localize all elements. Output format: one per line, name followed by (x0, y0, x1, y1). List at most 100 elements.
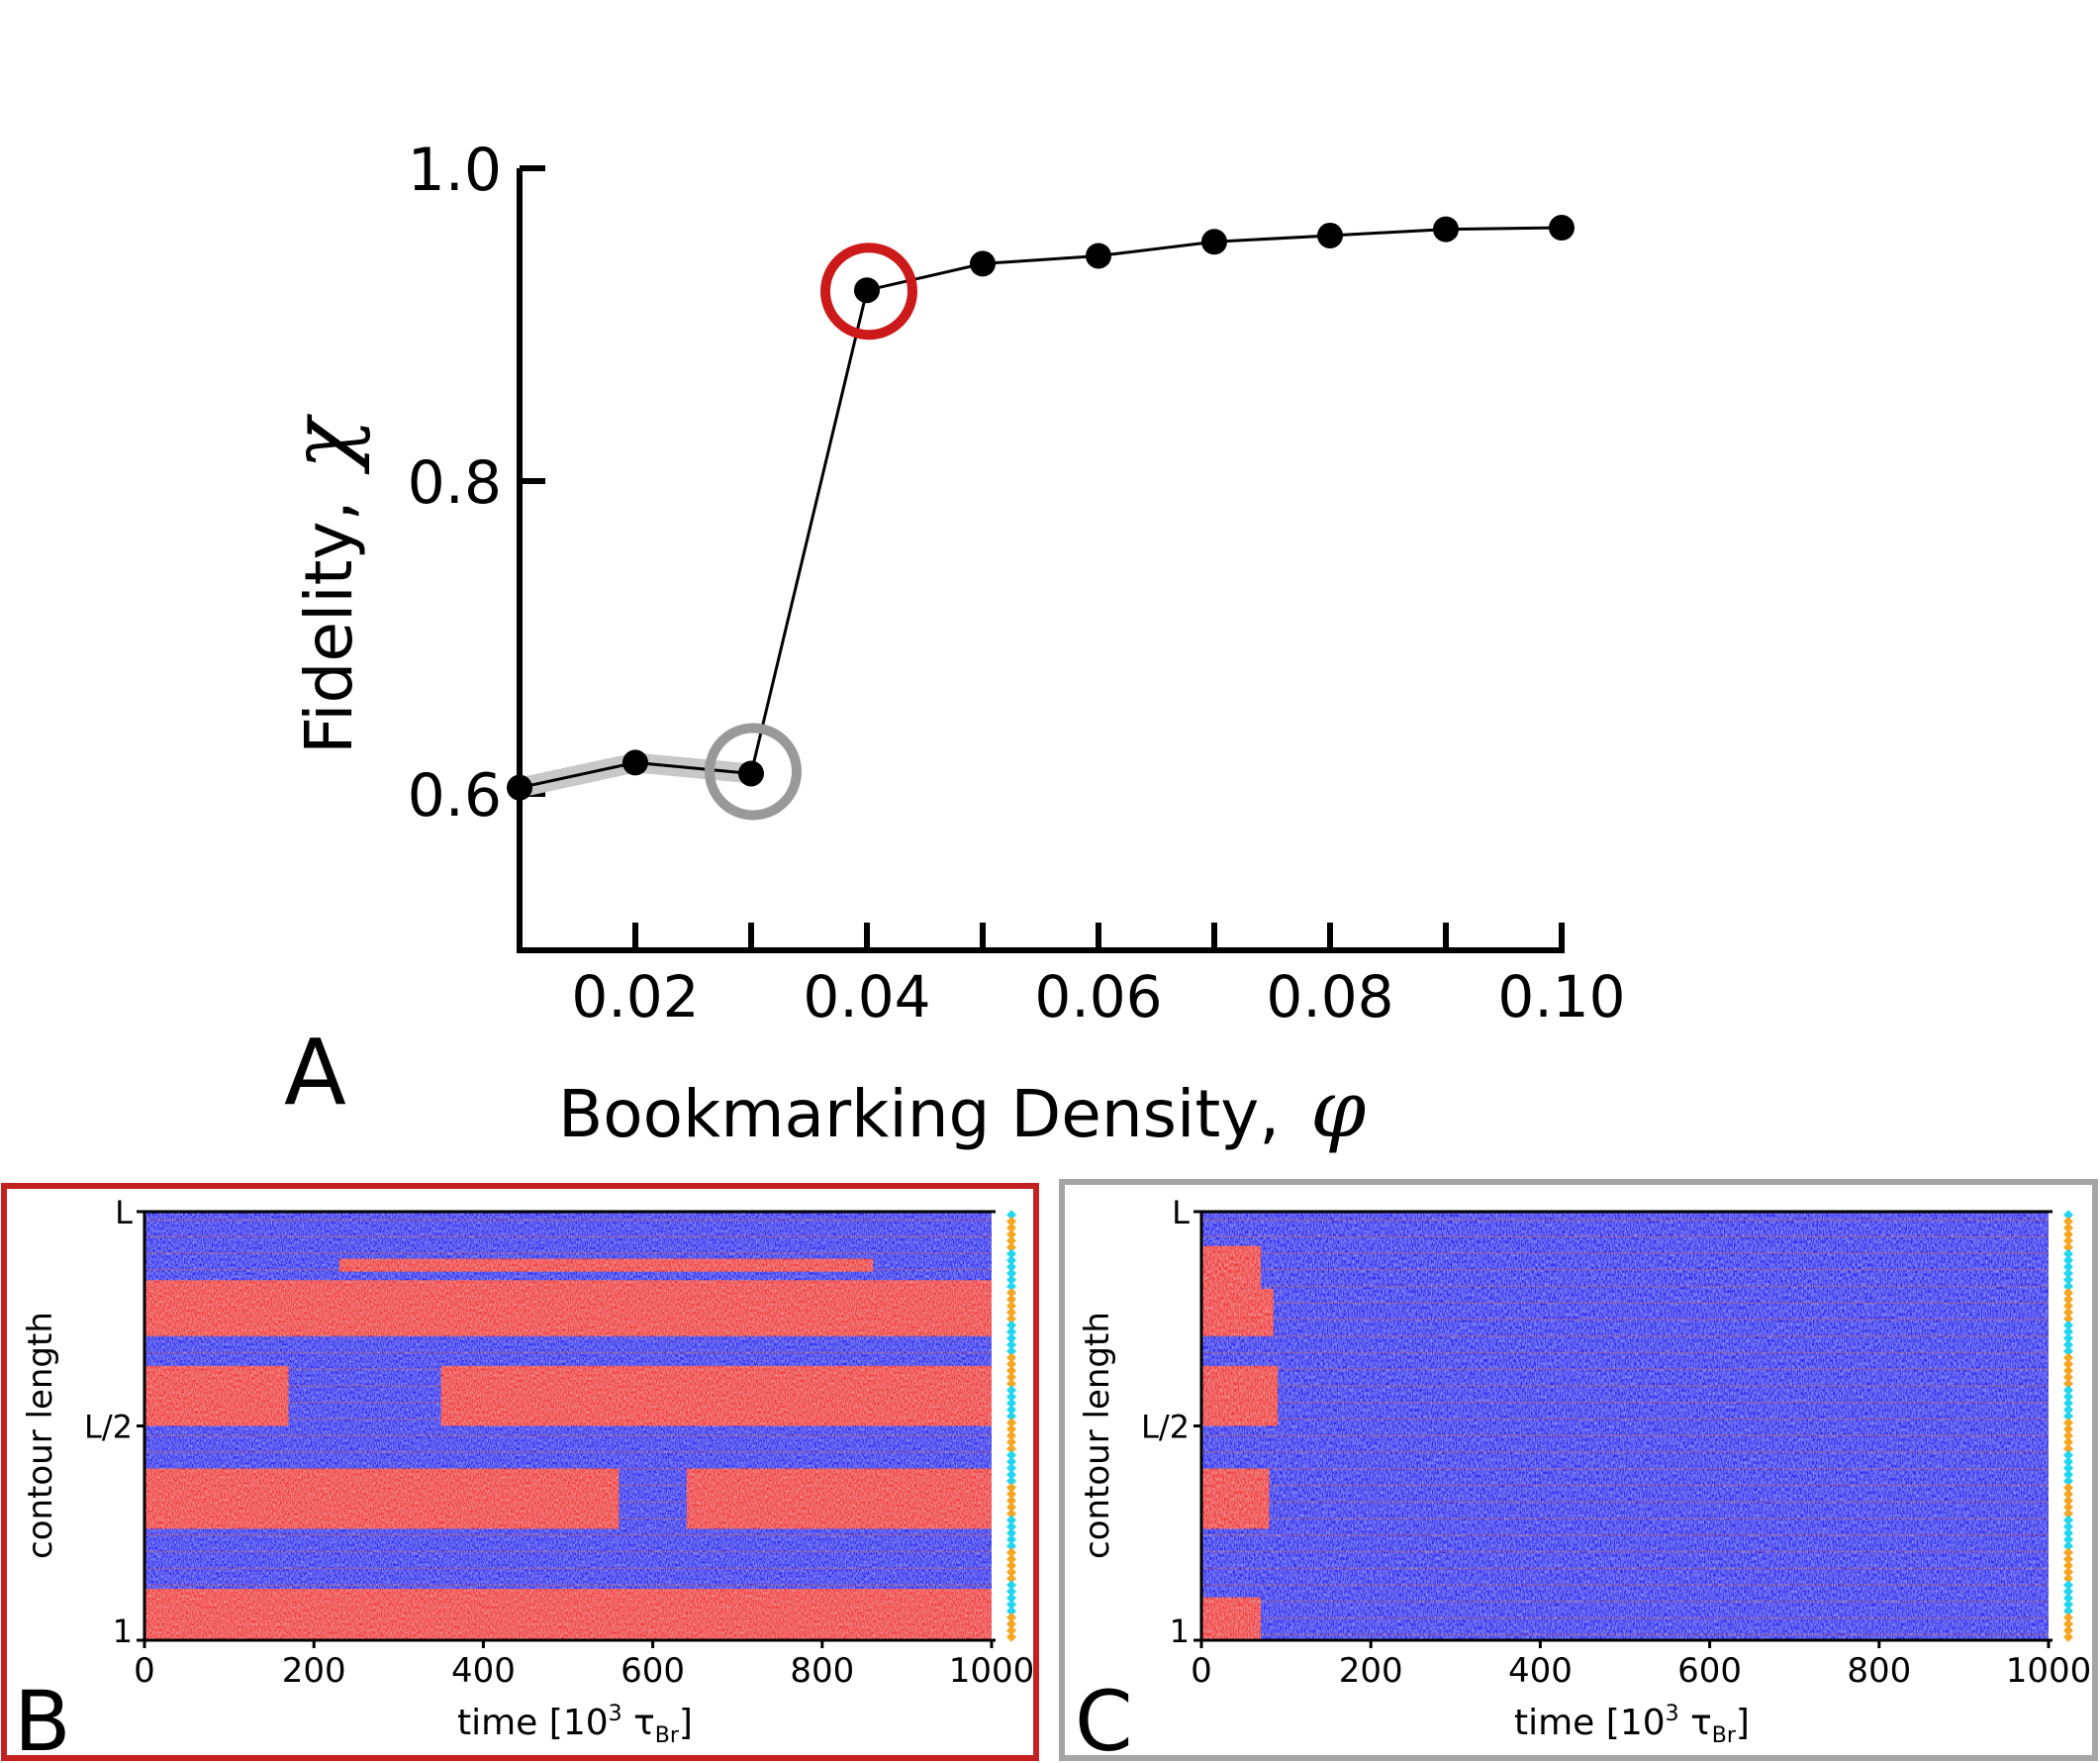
b-bookmark-marker (1006, 1411, 1016, 1421)
b-bookmark-marker (1006, 1307, 1016, 1318)
c-bookmark-marker (2063, 1411, 2073, 1421)
c-bookmark-marker (2063, 1606, 2073, 1616)
b-bookmark-marker (1006, 1378, 1016, 1389)
panel-a-xtick-label: 0.04 (803, 963, 930, 1030)
c-ytick-label: L (1172, 1194, 1190, 1231)
b-bookmark-marker (1006, 1288, 1016, 1299)
c-bookmark-marker (2063, 1495, 2073, 1506)
panel-a-xlabel-text: Bookmarking Density, (558, 1076, 1280, 1152)
panel-a-point (854, 277, 880, 304)
c-bookmark-marker (2063, 1456, 2073, 1467)
panel-b-xlabel-a: time [10 (457, 1703, 609, 1743)
b-bookmark-marker (1006, 1281, 1016, 1292)
c-xtick-label: 800 (1847, 1651, 1911, 1691)
panel-c-xlabel-sup: 3 (1666, 1702, 1679, 1726)
b-xtick-label: 200 (282, 1651, 346, 1691)
c-bookmark-marker (2063, 1560, 2073, 1571)
b-bookmark-marker (1006, 1405, 1016, 1416)
panel-c-x-axis-label: time [103 τBr] (1514, 1702, 1750, 1748)
c-bookmark-marker (2063, 1476, 2073, 1487)
panel-a-xtick-label: 0.02 (571, 963, 699, 1030)
panel-b-y-axis-label: contour length (21, 1312, 60, 1559)
c-bookmark-marker (2063, 1294, 2073, 1305)
c-bookmark-marker (2063, 1352, 2073, 1363)
panel-a-ylabel-symbol: χ (273, 413, 372, 474)
c-bookmark-marker (2063, 1228, 2073, 1239)
panel-b-letter: B (14, 1673, 71, 1763)
b-bookmark-marker (1006, 1534, 1016, 1545)
b-bookmark-marker (1006, 1228, 1016, 1239)
b-bookmark-marker (1006, 1553, 1016, 1564)
b-bookmark-marker (1006, 1223, 1016, 1233)
c-bookmark-marker (2063, 1320, 2073, 1330)
c-bookmark-marker (2063, 1359, 2073, 1370)
c-bookmark-marker (2063, 1307, 2073, 1318)
panel-a-point (1433, 216, 1459, 243)
c-bookmark-marker (2063, 1346, 2073, 1357)
c-bookmark-marker (2063, 1398, 2073, 1409)
b-red-band (144, 1468, 620, 1529)
c-bookmark-marker (2063, 1625, 2073, 1636)
c-xtick-label: 600 (1677, 1651, 1742, 1691)
b-bookmark-marker (1006, 1423, 1016, 1434)
b-bookmark-marker (1006, 1450, 1016, 1461)
c-bookmark-marker (2063, 1567, 2073, 1578)
b-xtick-label: 1000 (949, 1651, 1035, 1691)
b-bookmark-marker (1006, 1235, 1016, 1246)
panel-c-frame (1059, 1179, 2098, 1761)
panel-a-point (507, 774, 532, 801)
b-bookmark-marker (1006, 1456, 1016, 1467)
panel-c-y-axis-label: contour length (1078, 1312, 1117, 1559)
b-bookmark-marker (1006, 1443, 1016, 1454)
c-bookmark-marker (2063, 1521, 2073, 1532)
c-bookmark-marker (2063, 1613, 2073, 1623)
b-bookmark-marker (1006, 1567, 1016, 1578)
b-bookmark-marker (1006, 1599, 1016, 1610)
c-bookmark-marker (2063, 1540, 2073, 1551)
panel-a-red-highlight-circle (820, 243, 917, 341)
c-bookmark-marker (2063, 1326, 2073, 1337)
panel-a-y-axis-label: Fidelity, χ (273, 413, 372, 754)
c-xtick-label: 400 (1508, 1651, 1573, 1691)
b-bookmark-marker (1006, 1326, 1016, 1337)
b-bookmark-marker (1006, 1527, 1016, 1538)
b-xtick-label: 600 (620, 1651, 685, 1691)
panel-a-letter: A (284, 1020, 346, 1126)
panel-c-letter: C (1075, 1673, 1133, 1763)
panel-a-point (1549, 215, 1575, 242)
c-bookmark-marker (2063, 1534, 2073, 1545)
b-bookmark-marker (1006, 1216, 1016, 1226)
b-bookmark-marker (1006, 1398, 1016, 1409)
b-xtick-label: 400 (451, 1651, 516, 1691)
b-bookmark-marker (1006, 1274, 1016, 1285)
c-bookmark-marker (2063, 1385, 2073, 1396)
b-bookmark-marker (1006, 1320, 1016, 1330)
panel-a-ticks: 0.6 0.8 1.0 0.02 0.04 0.06 0.08 0.10 (408, 136, 1626, 1030)
panel-b-xlabel-sup: 3 (609, 1702, 622, 1726)
b-bookmark-marker (1006, 1573, 1016, 1584)
c-bookmark-marker (2063, 1469, 2073, 1480)
c-bookmark-marker (2063, 1509, 2073, 1519)
c-xtick-label: 200 (1339, 1651, 1403, 1691)
b-bookmark-marker (1006, 1372, 1016, 1383)
b-bookmark-marker (1006, 1482, 1016, 1493)
b-bookmark-marker (1006, 1294, 1016, 1305)
b-bookmark-marker (1006, 1365, 1016, 1376)
c-bookmark-marker (2063, 1223, 2073, 1233)
b-red-band (144, 1589, 992, 1640)
b-bookmark-marker (1006, 1606, 1016, 1616)
b-bookmark-marker (1006, 1463, 1016, 1474)
panel-a-axes (517, 168, 1565, 953)
b-bookmark-marker (1006, 1359, 1016, 1370)
b-bookmark-marker (1006, 1495, 1016, 1506)
c-bookmark-marker (2063, 1216, 2073, 1226)
b-bookmark-marker (1006, 1314, 1016, 1324)
c-bookmark-marker (2063, 1210, 2073, 1221)
panel-b-x-axis-label: time [103 τBr] (457, 1702, 693, 1748)
panel-a-x-axis-label: Bookmarking Density, φ (558, 1063, 1366, 1155)
c-bookmark-marker (2063, 1593, 2073, 1604)
b-bookmark-marker (1006, 1430, 1016, 1441)
c-bookmark-marker (2063, 1288, 2073, 1299)
c-bookmark-marker (2063, 1365, 2073, 1376)
